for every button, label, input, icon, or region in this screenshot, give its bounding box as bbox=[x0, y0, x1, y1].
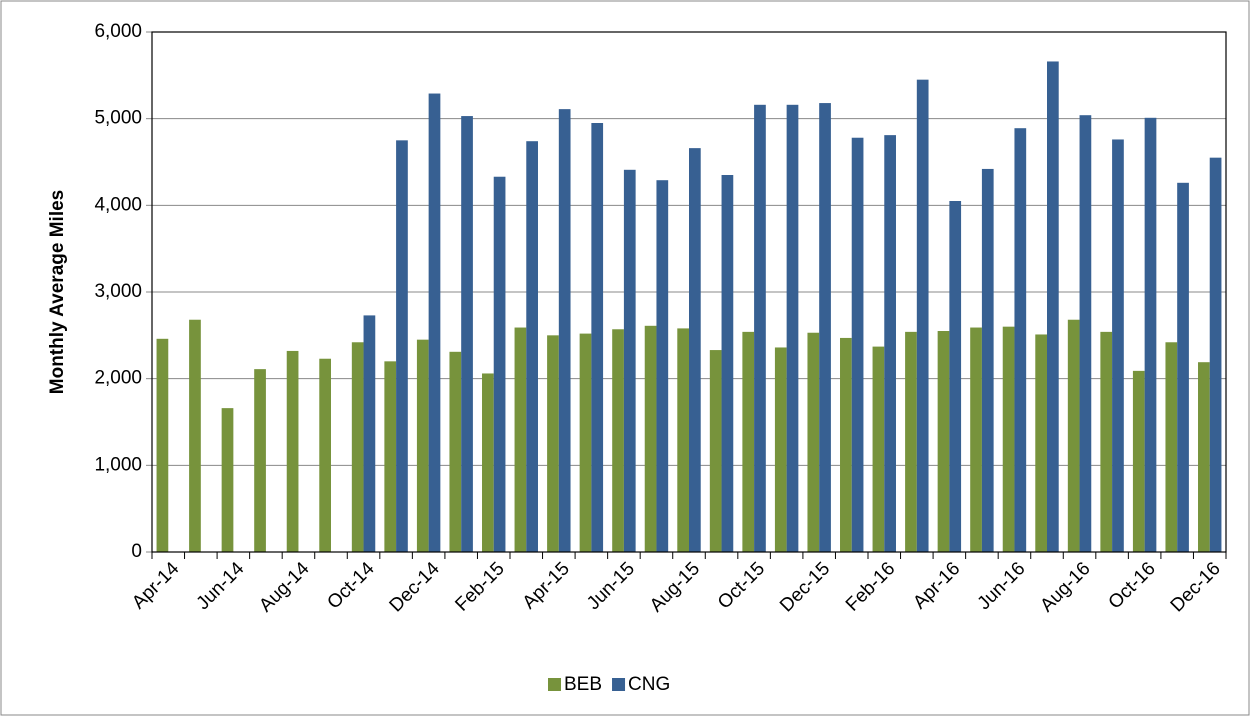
bar bbox=[916, 79, 929, 553]
bar bbox=[872, 346, 885, 552]
bar bbox=[363, 315, 376, 552]
bar bbox=[493, 176, 506, 552]
bar bbox=[807, 332, 820, 552]
bar bbox=[526, 141, 538, 552]
bar bbox=[1132, 370, 1145, 552]
bar bbox=[721, 175, 734, 552]
bar bbox=[1067, 319, 1080, 552]
bar bbox=[819, 103, 831, 553]
bar bbox=[1177, 182, 1189, 553]
bar bbox=[1165, 342, 1178, 552]
bar bbox=[970, 327, 982, 552]
bar bbox=[514, 327, 527, 552]
bar bbox=[905, 331, 917, 552]
legend-swatch bbox=[612, 678, 626, 691]
y-tick-label: 2,000 bbox=[94, 368, 142, 389]
bar bbox=[742, 331, 755, 552]
bar bbox=[937, 331, 950, 552]
bar bbox=[786, 104, 799, 553]
bar bbox=[416, 339, 429, 552]
bar bbox=[1047, 61, 1059, 552]
y-tick-label: 6,000 bbox=[94, 21, 142, 42]
bar bbox=[981, 168, 994, 552]
bar bbox=[1112, 139, 1124, 552]
bar bbox=[156, 338, 169, 552]
bar bbox=[351, 342, 364, 552]
y-tick-label: 1,000 bbox=[94, 454, 142, 475]
bar bbox=[579, 333, 592, 552]
bar bbox=[189, 319, 201, 552]
bar bbox=[1035, 334, 1047, 552]
bar bbox=[689, 148, 701, 552]
bar bbox=[254, 369, 266, 552]
bar bbox=[319, 358, 331, 552]
bar bbox=[1014, 128, 1027, 552]
bar bbox=[612, 329, 624, 552]
bar bbox=[774, 347, 787, 552]
y-tick-label: 0 bbox=[131, 541, 142, 562]
bar bbox=[851, 137, 864, 552]
y-tick-label: 5,000 bbox=[94, 108, 142, 129]
bar bbox=[623, 169, 636, 553]
bar bbox=[709, 350, 722, 552]
bar bbox=[1100, 331, 1113, 552]
bar bbox=[656, 180, 669, 552]
bar bbox=[1079, 115, 1092, 552]
legend-label: CNG bbox=[628, 674, 670, 695]
bar bbox=[428, 93, 441, 553]
bar bbox=[1002, 326, 1015, 552]
y-tick-label: 4,000 bbox=[94, 194, 142, 215]
bar bbox=[884, 135, 896, 552]
bar bbox=[949, 201, 962, 552]
bar bbox=[1198, 362, 1210, 552]
bar bbox=[547, 335, 559, 552]
bar bbox=[384, 361, 397, 552]
bar bbox=[558, 109, 571, 552]
bar bbox=[461, 116, 473, 553]
legend-label: BEB bbox=[564, 674, 602, 695]
bar bbox=[221, 408, 234, 552]
bar bbox=[840, 337, 852, 552]
legend-swatch bbox=[548, 678, 561, 691]
bar bbox=[396, 140, 408, 553]
bar bbox=[591, 123, 604, 552]
bar bbox=[286, 350, 299, 552]
plot-frame bbox=[151, 31, 1227, 553]
bar bbox=[1209, 157, 1222, 552]
bar bbox=[644, 325, 657, 552]
bar bbox=[677, 328, 689, 552]
bar bbox=[1144, 117, 1157, 553]
bar bbox=[449, 351, 462, 552]
bar bbox=[754, 104, 766, 553]
bar bbox=[482, 373, 494, 552]
y-tick-label: 3,000 bbox=[94, 281, 142, 302]
y-axis-title: Monthly Average Miles bbox=[47, 190, 68, 394]
